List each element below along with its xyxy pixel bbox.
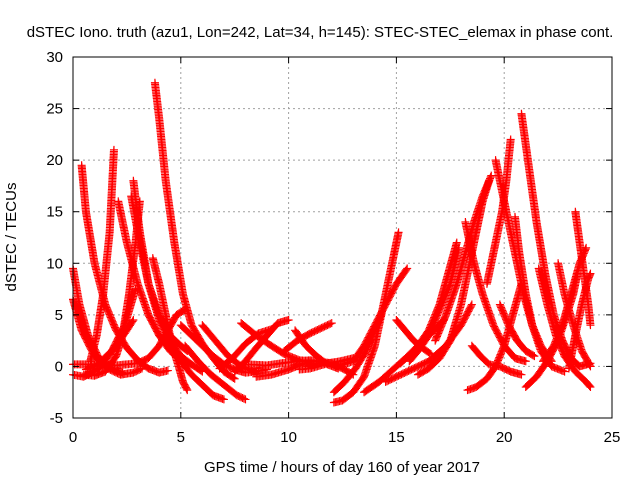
data-series [81, 316, 138, 374]
y-tick-label: 0 [55, 358, 63, 375]
data-marks [69, 78, 595, 407]
data-series [237, 319, 315, 366]
data-series [155, 331, 228, 404]
x-tick-label: 0 [69, 429, 77, 446]
data-series [181, 341, 250, 404]
y-tick-label: 10 [46, 255, 63, 272]
data-series [332, 264, 412, 371]
data-point [327, 319, 336, 328]
data-point [402, 265, 411, 274]
data-point [219, 395, 228, 404]
x-tick-label: 25 [604, 429, 621, 446]
y-axis-label: dSTEC / TECUs [3, 183, 20, 292]
x-tick-label: 5 [177, 429, 185, 446]
data-series [230, 316, 293, 376]
data-point [109, 145, 118, 154]
data-point [403, 264, 412, 273]
data-point [128, 317, 137, 326]
x-axis-label: GPS time / hours of day 160 of year 2017 [204, 459, 480, 476]
y-tick-label: 20 [46, 152, 63, 169]
data-point [163, 366, 172, 375]
data-point [136, 365, 145, 374]
data-series [280, 319, 336, 355]
data-point [284, 316, 293, 325]
y-tick-label: 30 [46, 49, 63, 66]
data-point [183, 386, 192, 395]
data-point [326, 319, 335, 328]
x-tick-label: 15 [388, 429, 405, 446]
y-tick-label: -5 [50, 410, 63, 427]
x-tick-label: 20 [496, 429, 513, 446]
y-tick-label: 15 [46, 204, 63, 221]
data-series [86, 145, 118, 366]
data-point [230, 374, 239, 383]
y-tick-label: 25 [46, 101, 63, 118]
data-point [129, 316, 138, 325]
data-point [394, 228, 403, 237]
x-tick-label: 10 [280, 429, 297, 446]
y-tick-label: 5 [55, 307, 63, 324]
data-point [182, 384, 191, 393]
data-point [229, 374, 238, 383]
data-point [267, 325, 276, 334]
data-point [241, 395, 250, 404]
data-series [148, 254, 192, 395]
data-point [240, 394, 249, 403]
chart-title: dSTEC Iono. truth (azu1, Lon=242, Lat=34… [27, 24, 614, 41]
